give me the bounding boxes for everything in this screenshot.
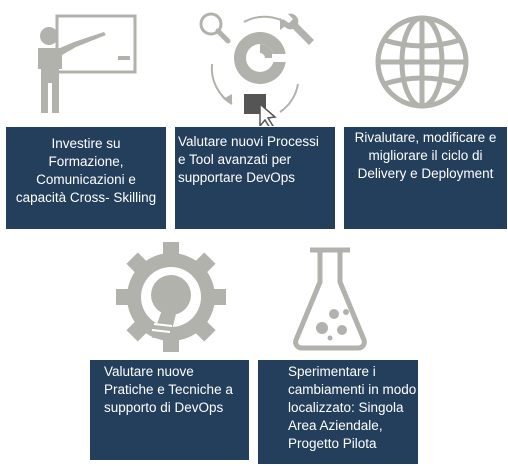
card-training-box: Investire su Formazione, Comunicazioni e… — [6, 127, 166, 229]
gear-lightbulb-icon — [116, 242, 226, 352]
card-practices-text: Valutare nuove Pratiche e Tecniche a sup… — [104, 364, 233, 415]
card-tools-text: Valutare nuovi Processi e Tool avanzati … — [178, 134, 319, 185]
card-training-text: Investire su Formazione, Comunicazioni e… — [15, 136, 157, 205]
card-practices-box: Valutare nuove Pratiche e Tecniche a sup… — [90, 360, 249, 460]
tools-process-cycle-icon — [199, 12, 314, 126]
card-experiment-text: Sperimentare i cambiamenti in modo local… — [288, 364, 417, 451]
flask-icon — [293, 247, 367, 351]
card-delivery-text: Rivalutare, modificare e migliorare il c… — [354, 130, 497, 181]
card-delivery-box: Rivalutare, modificare e migliorare il c… — [344, 127, 507, 229]
globe-icon — [375, 15, 469, 109]
card-experiment-box: Sperimentare i cambiamenti in modo local… — [258, 360, 418, 464]
card-tools-box: Valutare nuovi Processi e Tool avanzati … — [175, 127, 335, 229]
teacher-presentation-icon — [38, 14, 137, 113]
